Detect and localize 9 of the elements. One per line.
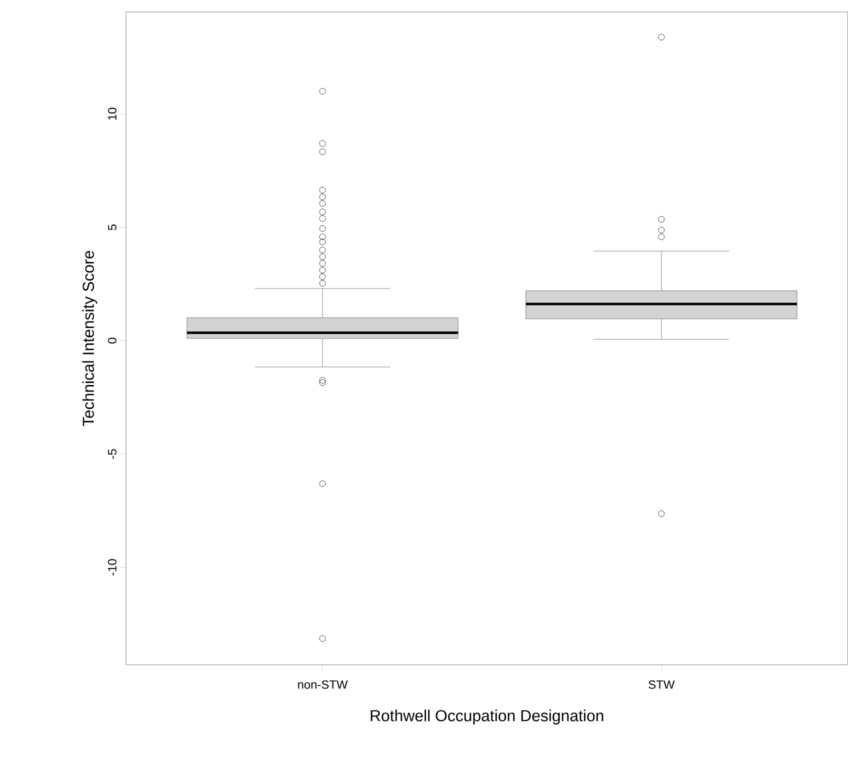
x-tick-label: non-STW (298, 680, 348, 689)
y-tick-label: 10 (108, 108, 116, 120)
y-tick-label: 0 (108, 338, 116, 344)
y-tick-label: 5 (108, 224, 116, 230)
y-tick-label: -5 (108, 449, 116, 459)
y-tick-label: -10 (108, 559, 116, 576)
y-axis-title: Technical Intensity Score (82, 251, 98, 426)
x-axis-title: Rothwell Occupation Designation (370, 710, 604, 725)
x-tick-label: STW (648, 680, 675, 689)
